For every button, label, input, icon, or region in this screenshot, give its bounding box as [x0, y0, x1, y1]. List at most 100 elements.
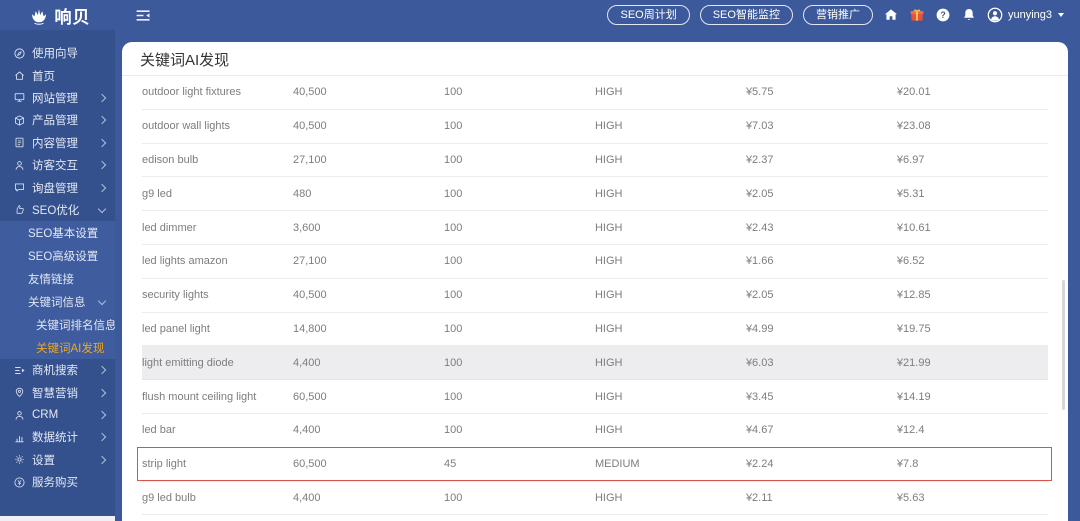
cell-price-high: ¥10.61 — [896, 221, 931, 234]
cell-price-low: ¥2.05 — [745, 187, 774, 200]
chevron-right-icon — [97, 183, 107, 192]
chevron-right-icon — [97, 410, 107, 420]
notification-bell-icon[interactable] — [961, 7, 977, 23]
vertical-scrollbar[interactable] — [1062, 280, 1065, 410]
sidebar-item-purchase[interactable]: 服务购买 — [0, 471, 115, 493]
sidebar-item-settings[interactable]: 设置 — [0, 449, 115, 471]
sidebar-item-smart-marketing[interactable]: 智慧营销 — [0, 382, 115, 404]
sidebar-item-label: 服务购买 — [32, 477, 78, 490]
marketing-promotion-button[interactable]: 营销推广 — [802, 4, 873, 26]
table-row[interactable]: led dimmer 3,600 100 HIGH ¥2.43 ¥10.61 — [142, 211, 1048, 245]
sidebar-item-visitor[interactable]: 访客交互 — [0, 154, 115, 176]
cell-score: 100 — [443, 221, 463, 234]
sidebar-toggle-icon[interactable] — [134, 5, 154, 25]
cell-search-volume: 27,100 — [292, 153, 327, 166]
cell-competition: HIGH — [594, 424, 623, 437]
sidebar-item-biz-search[interactable]: 商机搜索 — [0, 359, 115, 381]
cell-price-high: ¥21.99 — [896, 356, 931, 369]
table-row[interactable]: led bar 4,400 100 HIGH ¥4.67 ¥12.4 — [142, 414, 1048, 448]
sidebar-item-home[interactable]: 首页 — [0, 64, 115, 86]
app-logo[interactable]: 响贝 — [0, 3, 118, 28]
cell-score: 100 — [443, 153, 463, 166]
sidebar-item-label: 智慧营销 — [32, 387, 78, 400]
sidebar-item-label: 网站管理 — [32, 92, 78, 105]
sidebar-item-label: 关键词信息 — [28, 296, 86, 309]
cell-search-volume: 4,400 — [292, 424, 321, 437]
sidebar-item-friend-links[interactable]: 友情链接 — [0, 267, 115, 291]
table-row[interactable]: led panel light 14,800 100 HIGH ¥4.99 ¥19.75 — [142, 313, 1048, 347]
home-icon[interactable] — [883, 7, 899, 23]
chevron-right-icon — [97, 366, 107, 375]
chevron-right-icon — [97, 116, 107, 125]
cell-competition: HIGH — [594, 322, 623, 335]
table-row[interactable]: g9 led 480 100 HIGH ¥2.05 ¥5.31 — [142, 177, 1048, 212]
table-row[interactable]: outdoor light fixtures 40,500 100 HIGH ¥5.75… — [142, 76, 1048, 110]
cell-price-high: ¥5.63 — [896, 491, 925, 504]
cell-competition: HIGH — [594, 491, 623, 504]
table-row[interactable]: outdoor wall lights 40,500 100 HIGH ¥7.03 ¥23… — [142, 110, 1048, 144]
cell-price-low: ¥2.37 — [745, 153, 774, 166]
username: yunying3 — [1007, 9, 1052, 21]
shell-logo-icon — [31, 9, 46, 25]
content-icon — [13, 136, 26, 149]
sidebar-item-seo-advanced[interactable]: SEO高级设置 — [0, 244, 115, 268]
sidebar-item-label: 关键词AI发现 — [36, 342, 105, 355]
user-menu[interactable]: yunying3 — [987, 7, 1064, 23]
keyword-table: outdoor light fixtures 40,500 100 HIGH ¥5.75… — [137, 76, 1052, 516]
table-row[interactable]: flush mount ceiling light 60,500 100 HIGH ¥3… — [142, 380, 1048, 414]
sidebar-item-label: 询盘管理 — [32, 182, 78, 195]
help-icon[interactable]: ? — [935, 7, 951, 23]
table-row[interactable]: strip light 60,500 45 MEDIUM ¥2.24 ¥7.8 — [137, 446, 1052, 482]
svg-text:?: ? — [940, 10, 945, 20]
sidebar-item-crm[interactable]: CRM — [0, 404, 115, 426]
table-row[interactable]: security lights 40,500 100 HIGH ¥2.05 ¥12.85 — [142, 279, 1048, 313]
cell-search-volume: 40,500 — [292, 289, 327, 302]
cell-price-low: ¥2.24 — [745, 458, 774, 471]
top-header: 响贝 SEO周计划 SEO智能监控 营销推广 ? yunying3 — [0, 0, 1080, 30]
sidebar-item-content-manage[interactable]: 内容管理 — [0, 132, 115, 154]
table-row[interactable]: light emitting diode 4,400 100 HIGH ¥6.03 ¥21… — [142, 346, 1048, 381]
table-row[interactable]: led lights amazon 27,100 100 HIGH ¥1.66 ¥6.52 — [142, 245, 1048, 279]
sidebar-item-data-stats[interactable]: 数据统计 — [0, 426, 115, 448]
table-row[interactable]: g9 led bulb 4,400 100 HIGH ¥2.11 ¥5.63 — [142, 482, 1048, 516]
cell-search-volume: 40,500 — [292, 120, 327, 133]
cell-competition: HIGH — [594, 356, 623, 369]
seo-weekly-plan-button[interactable]: SEO周计划 — [607, 4, 690, 26]
sidebar-item-site-manage[interactable]: 网站管理 — [0, 87, 115, 109]
cell-competition: MEDIUM — [594, 458, 640, 471]
table-row[interactable]: edison bulb 27,100 100 HIGH ¥2.37 ¥6.97 — [142, 144, 1048, 178]
sidebar-item-keyword-rank[interactable]: 关键词排名信息 — [0, 313, 117, 337]
cell-keyword: g9 led bulb — [142, 491, 196, 504]
cell-price-low: ¥4.99 — [745, 322, 774, 335]
gift-icon[interactable] — [909, 7, 925, 23]
cell-score: 100 — [443, 322, 463, 335]
sidebar-item-guide[interactable]: 使用向导 — [0, 42, 115, 64]
sidebar-item-label: 商机搜索 — [32, 365, 78, 378]
cell-competition: HIGH — [594, 221, 623, 234]
seo-smart-monitor-button[interactable]: SEO智能监控 — [699, 4, 793, 26]
sidebar-item-label: SEO高级设置 — [28, 250, 99, 263]
cell-price-high: ¥6.52 — [896, 255, 925, 268]
sidebar-item-label: 访客交互 — [32, 160, 78, 173]
cell-price-low: ¥7.03 — [745, 120, 774, 133]
cell-keyword: outdoor light fixtures — [142, 86, 242, 99]
sidebar-item-keyword-ai[interactable]: 关键词AI发现 — [0, 336, 115, 360]
cell-price-high: ¥6.97 — [896, 153, 925, 166]
cell-keyword: flush mount ceiling light — [142, 390, 257, 403]
header-right-group: SEO周计划 SEO智能监控 营销推广 ? yunying3 — [607, 4, 1080, 26]
cell-score: 100 — [443, 424, 463, 437]
cell-keyword: led dimmer — [142, 221, 197, 234]
sidebar-item-seo-basic[interactable]: SEO基本设置 — [0, 221, 115, 245]
cell-search-volume: 4,400 — [292, 356, 321, 369]
chevron-right-icon — [97, 93, 107, 103]
cell-score: 100 — [443, 86, 463, 99]
cell-score: 100 — [443, 356, 463, 369]
sidebar-item-product-manage[interactable]: 产品管理 — [0, 109, 115, 131]
cell-search-volume: 60,500 — [292, 390, 327, 403]
sidebar-item-keyword-info[interactable]: 关键词信息 — [0, 290, 115, 314]
sidebar-item-inquiry[interactable]: 询盘管理 — [0, 176, 115, 198]
cell-price-high: ¥19.75 — [896, 322, 931, 335]
sidebar-item-seo-optimize[interactable]: SEO优化 — [0, 199, 115, 221]
sidebar-item-label: 使用向导 — [32, 48, 78, 61]
sidebar-item-label: 关键词排名信息 — [36, 319, 117, 332]
